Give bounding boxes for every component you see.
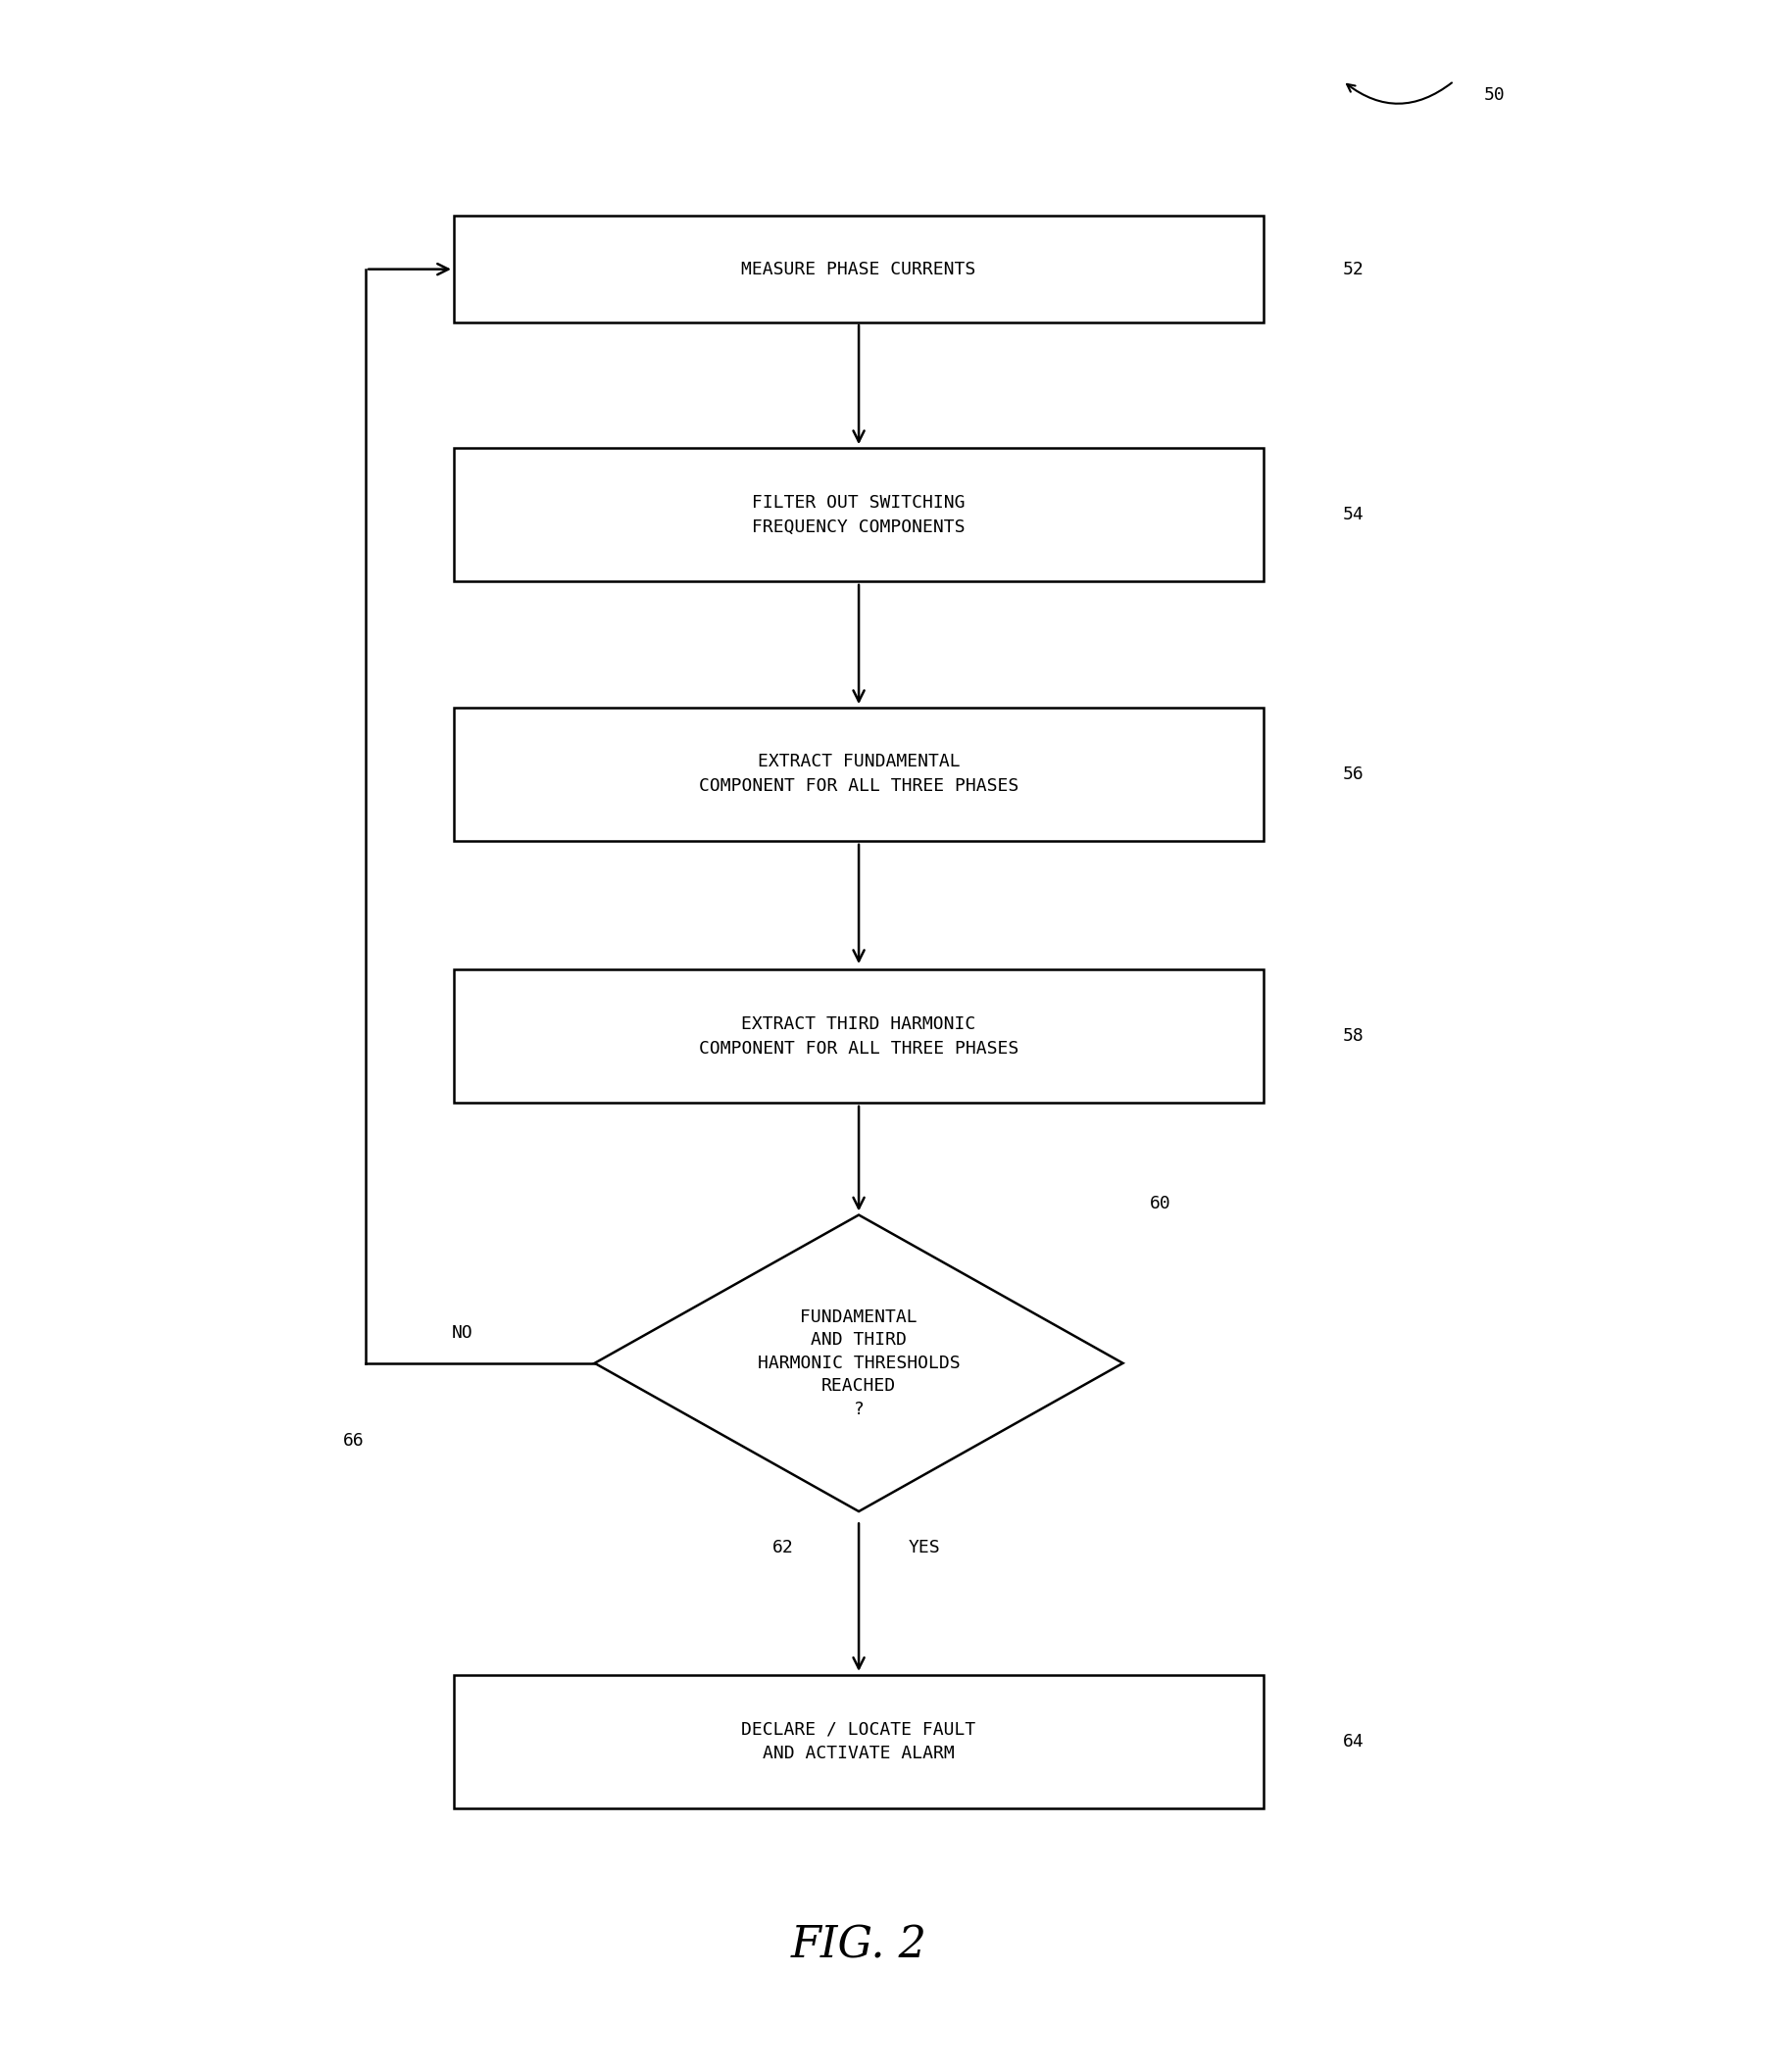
FancyBboxPatch shape [454, 970, 1263, 1102]
Text: FILTER OUT SWITCHING
FREQUENCY COMPONENTS: FILTER OUT SWITCHING FREQUENCY COMPONENT… [752, 493, 965, 537]
Text: 52: 52 [1342, 261, 1363, 278]
FancyBboxPatch shape [454, 1674, 1263, 1809]
Text: 54: 54 [1342, 506, 1363, 524]
Text: FUNDAMENTAL
AND THIRD
HARMONIC THRESHOLDS
REACHED
?: FUNDAMENTAL AND THIRD HARMONIC THRESHOLD… [758, 1307, 960, 1417]
Text: 62: 62 [772, 1537, 793, 1556]
Text: MEASURE PHASE CURRENTS: MEASURE PHASE CURRENTS [742, 261, 976, 278]
Text: 56: 56 [1342, 765, 1363, 783]
FancyBboxPatch shape [454, 709, 1263, 841]
Text: FIG. 2: FIG. 2 [790, 1925, 926, 1966]
Text: 64: 64 [1342, 1732, 1363, 1751]
Text: EXTRACT FUNDAMENTAL
COMPONENT FOR ALL THREE PHASES: EXTRACT FUNDAMENTAL COMPONENT FOR ALL TH… [699, 754, 1019, 796]
FancyBboxPatch shape [454, 448, 1263, 580]
Polygon shape [595, 1214, 1122, 1510]
Text: YES: YES [908, 1537, 940, 1556]
Text: NO: NO [452, 1324, 474, 1341]
Text: 66: 66 [343, 1432, 365, 1450]
Text: DECLARE / LOCATE FAULT
AND ACTIVATE ALARM: DECLARE / LOCATE FAULT AND ACTIVATE ALAR… [742, 1720, 976, 1763]
FancyBboxPatch shape [454, 215, 1263, 323]
Text: 50: 50 [1483, 87, 1505, 104]
Text: EXTRACT THIRD HARMONIC
COMPONENT FOR ALL THREE PHASES: EXTRACT THIRD HARMONIC COMPONENT FOR ALL… [699, 1015, 1019, 1057]
Text: 58: 58 [1342, 1028, 1363, 1044]
Text: 60: 60 [1149, 1196, 1170, 1212]
